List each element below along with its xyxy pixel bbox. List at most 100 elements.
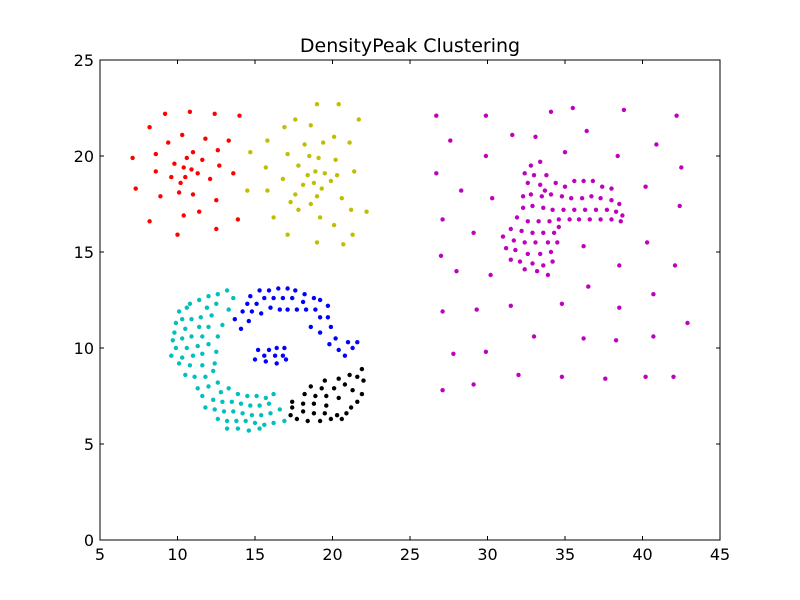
data-point — [317, 297, 323, 303]
data-point — [328, 178, 334, 184]
data-point — [685, 320, 690, 326]
data-point — [551, 230, 557, 235]
data-point — [581, 178, 586, 184]
data-point — [262, 295, 267, 301]
data-point — [590, 178, 596, 184]
data-point — [300, 299, 306, 305]
data-point — [215, 416, 220, 422]
data-point — [305, 173, 310, 178]
data-point — [533, 134, 538, 139]
data-point — [282, 345, 287, 351]
data-point — [334, 413, 340, 418]
data-point — [342, 353, 348, 358]
cluster-6 — [434, 105, 690, 393]
data-point — [249, 413, 255, 418]
data-point — [311, 295, 317, 301]
data-point — [361, 378, 366, 383]
data-point — [570, 105, 575, 111]
data-point — [173, 345, 179, 351]
data-point — [237, 113, 242, 118]
data-point — [265, 138, 270, 143]
data-point — [207, 176, 213, 182]
data-point — [175, 232, 180, 237]
data-point — [184, 345, 189, 351]
data-point — [153, 151, 158, 157]
data-point — [246, 428, 251, 433]
data-point — [218, 390, 224, 395]
data-point — [313, 393, 318, 399]
data-point — [263, 395, 268, 401]
data-point — [252, 420, 258, 426]
x-tick-label: 40 — [632, 545, 652, 564]
data-point — [189, 167, 194, 172]
data-point — [285, 286, 290, 291]
data-point — [272, 353, 278, 358]
data-point — [541, 230, 546, 235]
data-point — [679, 165, 684, 170]
data-point — [359, 391, 365, 397]
data-point — [190, 150, 196, 155]
data-point — [231, 295, 236, 301]
cluster-4 — [169, 288, 287, 433]
data-point — [195, 343, 200, 349]
data-point — [559, 301, 565, 306]
data-point — [544, 173, 549, 178]
data-point — [483, 153, 489, 159]
data-point — [311, 401, 317, 406]
data-point — [189, 317, 194, 322]
data-point — [621, 107, 627, 113]
data-point — [290, 405, 295, 410]
data-point — [593, 207, 599, 212]
data-point — [307, 153, 312, 159]
data-point — [334, 173, 340, 178]
data-point — [314, 194, 320, 199]
data-point — [317, 315, 323, 320]
data-point — [511, 238, 516, 243]
data-point — [609, 198, 614, 203]
data-point — [206, 294, 211, 299]
x-tick-label: 25 — [400, 545, 420, 564]
data-point — [530, 203, 535, 209]
data-point — [572, 178, 577, 184]
x-tick-label: 10 — [167, 545, 187, 564]
data-point — [217, 163, 222, 168]
data-point — [220, 399, 225, 404]
data-point — [234, 418, 239, 424]
data-point — [200, 351, 205, 356]
data-point — [609, 186, 614, 191]
data-point — [355, 374, 360, 379]
data-point — [214, 198, 219, 203]
x-tick-label: 35 — [555, 545, 575, 564]
data-point — [265, 188, 270, 193]
data-point — [283, 357, 289, 362]
data-point — [215, 334, 220, 339]
data-point — [153, 169, 158, 174]
data-point — [212, 407, 217, 412]
cluster-5 — [288, 366, 366, 424]
data-point — [263, 165, 268, 170]
data-point — [350, 345, 355, 351]
data-point — [300, 401, 306, 406]
data-point — [224, 288, 230, 293]
data-point — [158, 194, 163, 199]
data-point — [262, 422, 267, 427]
data-point — [245, 188, 250, 193]
data-point — [586, 284, 591, 289]
data-point — [356, 117, 361, 122]
points-layer — [130, 102, 690, 433]
data-point — [200, 363, 205, 368]
data-point — [313, 307, 318, 312]
data-point — [200, 393, 205, 399]
data-point — [328, 324, 334, 330]
data-point — [327, 342, 332, 347]
data-point — [617, 305, 622, 310]
data-point — [609, 217, 614, 222]
data-point — [311, 180, 317, 186]
data-point — [548, 109, 554, 115]
data-point — [541, 205, 546, 210]
data-point — [308, 123, 313, 128]
data-point — [336, 102, 341, 107]
data-point — [617, 201, 622, 207]
data-point — [331, 134, 337, 139]
data-point — [651, 334, 656, 339]
